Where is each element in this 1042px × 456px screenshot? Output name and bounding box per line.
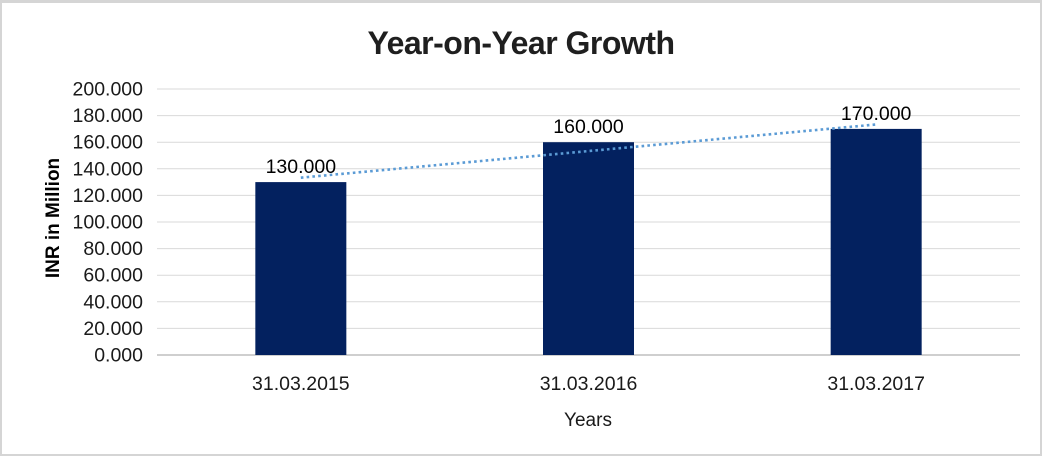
bar [255,182,347,355]
x-axis-title: Years [564,410,612,431]
x-tick-label: 31.03.2016 [540,373,638,395]
bar-data-label: 130.000 [266,156,337,178]
x-tick-label: 31.03.2017 [827,373,925,395]
y-tick-label: 0.000 [94,345,143,367]
x-tick-label: 31.03.2015 [252,373,350,395]
y-tick-label: 160.000 [73,132,144,154]
bar-data-label: 170.000 [841,103,912,125]
trendline [300,123,877,179]
y-tick-label: 20.000 [83,318,143,340]
y-tick-label: 120.000 [73,185,144,207]
bar [830,128,922,355]
plot-area: 0.000 20.000 40.000 60.000 80.000 100.000 120.… [73,79,1020,395]
y-tick-label: 60.000 [83,265,143,287]
y-tick-label: 200.000 [73,79,144,101]
y-tick-label: 140.000 [73,158,144,180]
y-tick-label: 80.000 [83,238,143,260]
y-tick-label: 180.000 [73,105,144,127]
chart-title: Year-on-Year Growth [367,25,675,61]
bar [543,142,634,355]
y-tick-label: 100.000 [73,212,144,234]
bar-data-label: 160.000 [553,116,624,138]
y-tick-label: 40.000 [83,291,143,313]
